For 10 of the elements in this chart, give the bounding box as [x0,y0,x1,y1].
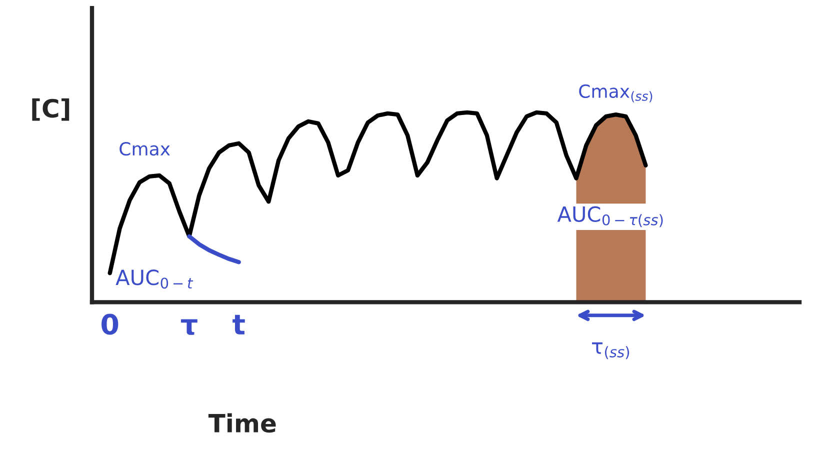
annotation: Cmax [120,142,170,156]
x-axis-title: Time [208,413,276,433]
text: Cmax$_{(ss)}$ [579,84,652,102]
annotation: AUC$_{0−τ(ss)}$ [557,206,663,228]
x-tick-label: t [232,314,245,334]
annotation: AUC$_{0−t}$ [116,270,194,289]
y-axis-title: [C] [32,98,70,121]
x-tick-label: τ [180,319,198,335]
x-tick-label: 0 [102,314,118,335]
text: τ$_{(ss)}$ [592,342,630,360]
